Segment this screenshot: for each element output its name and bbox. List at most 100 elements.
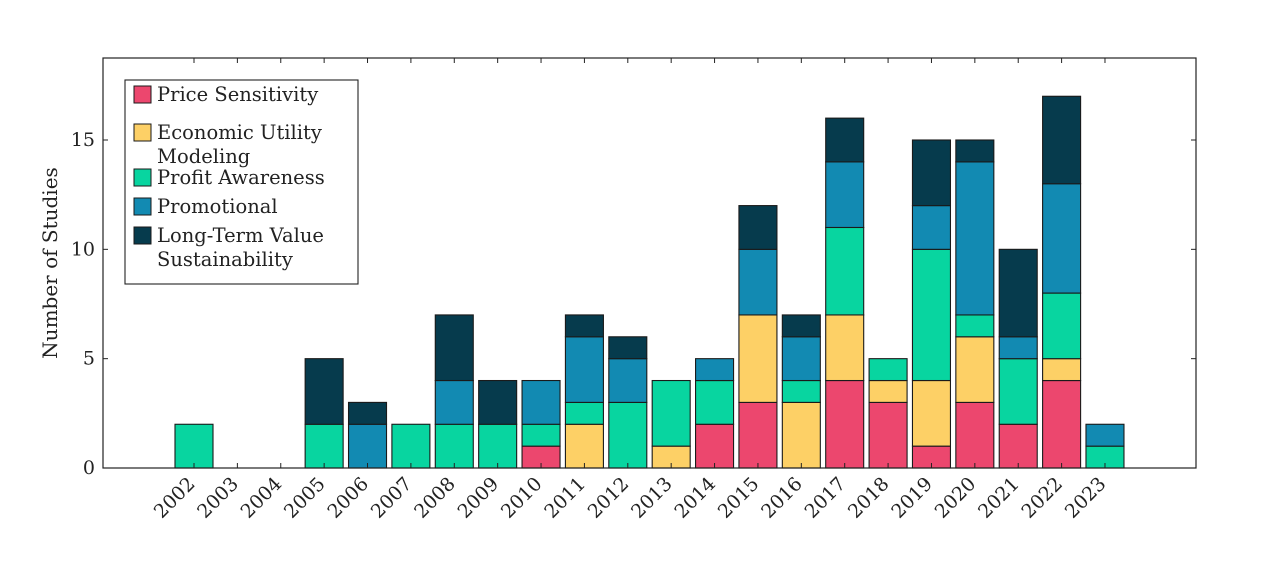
x-tick-label: 2010 [497,473,547,523]
bar-2005-series-4 [304,358,344,425]
legend-swatch [133,85,152,104]
x-tick-label: 2003 [193,473,243,523]
bar-2020-series-3 [955,161,995,316]
bar-2022-series-2 [1042,292,1082,360]
bar-2022-series-0 [1042,379,1082,469]
bar-2022-series-3 [1042,183,1082,294]
bar-2022-series-4 [1042,95,1082,185]
x-tick-label: 2015 [714,473,764,523]
bar-2020-series-1 [955,336,995,403]
bar-2019-series-2 [911,248,952,382]
bar-2005-series-2 [304,423,344,469]
bar-2021-series-0 [998,423,1038,469]
y-tick-label: 10 [71,238,95,260]
legend-swatch [133,123,152,142]
legend-box [124,79,359,285]
x-tick-label: 2017 [800,473,850,523]
bar-2011-series-2 [564,401,604,425]
x-tick-label: 2019 [887,473,937,523]
legend-swatch [133,226,152,245]
bar-2022-series-1 [1042,358,1082,382]
x-tick-label: 2011 [540,473,590,523]
x-tick-label: 2012 [584,473,634,523]
legend-label: Long-Term Value Sustainability [157,224,324,271]
bar-2017-series-2 [825,226,865,316]
bar-2011-series-4 [564,314,604,338]
legend: Price Sensitivity Economic Utility Modelin… [124,79,359,285]
plot-frame [102,57,1197,469]
y-axis-title: Number of Studies [38,167,62,359]
bar-2017-series-3 [825,161,865,229]
bar-2008-series-4 [434,314,474,382]
bar-2012-series-3 [608,358,648,403]
x-tick-label: 2016 [757,473,807,523]
x-tick-label: 2008 [410,473,460,523]
x-tick-label: 2014 [670,473,720,523]
bar-2023-series-3 [1085,423,1125,447]
bar-2017-series-0 [825,379,865,469]
bar-2008-series-3 [434,379,474,425]
y-tick-label: 15 [71,129,95,151]
bar-2015-series-0 [738,401,778,469]
bar-2020-series-4 [955,139,995,163]
bar-2019-series-4 [911,139,952,207]
bar-2017-series-1 [825,314,865,382]
legend-label: Economic Utility Modeling [157,121,322,168]
bar-2009-series-2 [478,423,518,469]
bar-2007-series-2 [391,423,431,469]
y-axis: 0 5 10 15 [71,129,1196,479]
y-tick-label: 0 [83,457,95,479]
x-tick-label: 2004 [237,473,287,523]
bars-layer [174,95,1125,469]
x-tick-label: 2021 [974,473,1024,523]
bar-2018-series-1 [868,379,908,403]
bar-2020-series-0 [955,401,995,469]
legend-swatch [133,197,152,216]
bar-2018-series-0 [868,401,908,469]
bar-2021-series-4 [998,248,1038,338]
bar-2014-series-3 [695,358,735,382]
bar-2015-series-1 [738,314,778,403]
bar-2016-series-2 [781,379,821,403]
bar-2012-series-4 [608,336,648,360]
x-tick-label: 2022 [1017,473,1067,523]
bar-2016-series-1 [781,401,821,469]
bar-2020-series-2 [955,314,995,338]
bar-2018-series-2 [868,358,908,382]
x-tick-label: 2018 [844,473,894,523]
legend-label: Promotional [157,195,278,218]
legend-label: Price Sensitivity [157,83,318,106]
y-tick-label: 5 [83,348,95,370]
bar-2014-series-2 [695,379,735,425]
x-tick-label: 2002 [150,473,200,523]
x-tick-label: 2005 [280,473,330,523]
x-tick-label: 2006 [323,473,373,523]
bar-2019-series-3 [911,205,952,250]
bar-2021-series-2 [998,358,1038,425]
bar-2014-series-0 [695,423,735,469]
bar-2021-series-3 [998,336,1038,360]
bar-2006-series-3 [347,423,388,469]
bar-2016-series-4 [781,314,821,338]
bar-2009-series-4 [478,379,518,425]
bar-2008-series-2 [434,423,474,469]
bar-2010-series-3 [521,379,561,425]
bar-2019-series-1 [911,379,952,447]
bar-2012-series-2 [608,401,648,469]
legend-swatch [133,168,152,187]
bar-2011-series-3 [564,336,604,403]
bar-2017-series-4 [825,117,865,163]
bar-2006-series-4 [347,401,388,425]
x-tick-label: 2013 [627,473,677,523]
bar-2015-series-3 [738,248,778,316]
bar-2016-series-3 [781,336,821,382]
bar-2013-series-2 [651,379,691,447]
bar-2011-series-1 [564,423,604,469]
bar-2010-series-2 [521,423,561,447]
bar-2015-series-4 [738,205,778,250]
legend-label: Profit Awareness [157,166,325,189]
x-tick-label: 2023 [1061,473,1111,523]
x-tick-label: 2007 [367,473,417,523]
x-tick-label: 2009 [453,473,503,523]
